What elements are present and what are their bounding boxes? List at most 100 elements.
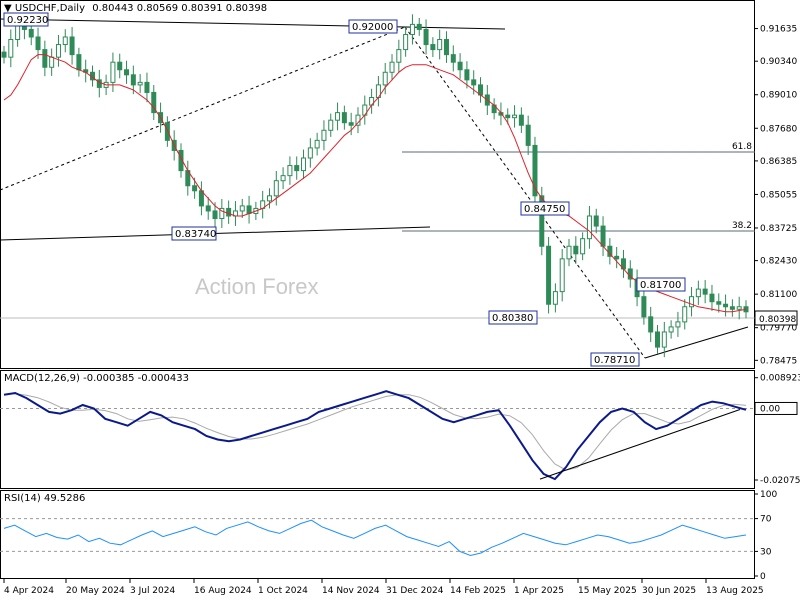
candle-body (430, 44, 436, 51)
macd-label: MACD(12,26,9) -0.000385 -0.000433 (4, 373, 189, 384)
macd-signal-line (3, 393, 747, 471)
candle-body (124, 69, 130, 76)
x-tick-label: 14 Nov 2024 (322, 586, 380, 596)
candle-body (655, 331, 661, 348)
symbol-label: USDCHF,Daily (14, 3, 85, 14)
candle-body (294, 165, 300, 172)
price-y-tick-label: 0.90340 (760, 57, 797, 67)
candle-body (539, 195, 545, 247)
candle-body (593, 215, 599, 227)
candle-body (702, 288, 708, 295)
upper-channel-line (0, 18, 506, 30)
macd-trend-line (539, 409, 741, 480)
candle-body (661, 331, 667, 348)
candle-body (76, 54, 82, 71)
candle-body (689, 296, 695, 308)
candle-body (341, 112, 347, 124)
candle-body (729, 306, 735, 310)
candle-body (348, 122, 354, 126)
candle-body (437, 39, 443, 51)
candle-body (42, 49, 48, 68)
macd-main-line (3, 390, 747, 481)
price-y-tick-label: 0.85055 (760, 190, 797, 200)
candle-body (382, 71, 388, 86)
collapse-arrow-icon[interactable]: ▼ (4, 3, 12, 14)
annotation-box (520, 201, 570, 216)
candle-body (164, 122, 170, 141)
candle-body (675, 321, 681, 328)
candle-body (192, 185, 198, 192)
x-tick-label: 4 Apr 2024 (4, 586, 54, 596)
candle-body (69, 36, 75, 56)
x-tick-label: 20 May 2024 (66, 586, 125, 596)
macd-y-tick-label: 0.008923 (760, 374, 800, 384)
candle-body (614, 255, 620, 260)
rsi-y-tick-label: 0 (760, 572, 766, 582)
annotation-label: 0.83740 (175, 229, 216, 240)
annotation-box (488, 310, 538, 325)
price-y-tick-label: 0.91635 (760, 25, 797, 35)
candle-body (648, 316, 654, 333)
candle-body (205, 205, 211, 212)
candle-body (280, 175, 286, 182)
x-tick-label: 30 Jun 2025 (642, 586, 696, 596)
candle-body (580, 238, 586, 255)
candle-body (8, 39, 14, 58)
candle-body (471, 79, 477, 86)
price-y-tick-label: 0.83725 (760, 224, 797, 234)
candle-body (586, 215, 592, 240)
candle-body (178, 149, 184, 172)
annotation-box (348, 19, 398, 34)
price-y-tick-label: 0.89010 (760, 91, 797, 101)
candle-body (695, 288, 701, 298)
price-panel (0, 0, 755, 369)
ohlc-label: 0.80443 0.80569 0.80391 0.80398 (92, 3, 268, 14)
macd-info: MACD(12,26,9) -0.000385 -0.000433 (4, 373, 189, 384)
candle-body (212, 210, 218, 220)
candle-body (110, 61, 116, 83)
symbol-info: ▼ USDCHF,Daily 0.80443 0.80569 0.80391 0… (4, 3, 267, 14)
candle-body (716, 301, 722, 305)
candle-body (566, 245, 572, 260)
candle-body (307, 147, 313, 159)
current-price-box (754, 310, 798, 326)
candle-body (457, 61, 463, 71)
axis-layer: 0.91635 0.90340 0.89010 0.87680 0.86385 0.850… (3, 25, 800, 596)
candle-body (301, 157, 307, 172)
rsi-y-tick-label: 30 (760, 547, 772, 557)
fib-level-label: 61.8 (732, 142, 752, 152)
candle-body (723, 303, 729, 308)
watermark-text: Action Forex (195, 274, 319, 299)
candle-body (219, 207, 225, 220)
x-tick-label: 3 Jul 2024 (130, 586, 175, 596)
annotation-label: 0.78710 (594, 355, 635, 366)
candle-body (512, 114, 518, 119)
candle-body (62, 36, 68, 46)
candle-body (389, 61, 395, 73)
candle-body (396, 49, 402, 63)
macd-y-tick-label: -0.020759 (760, 476, 800, 486)
candle-body (559, 258, 565, 293)
candle-body (35, 36, 41, 51)
candle-body (573, 245, 579, 255)
candle-body (403, 33, 409, 51)
price-y-tick-label: 0.81100 (760, 290, 797, 300)
annotation-label: 0.80380 (492, 313, 533, 324)
candle-body (130, 74, 136, 86)
annotation-box (171, 226, 217, 241)
candle-body (552, 291, 558, 305)
rising-support-line (644, 326, 749, 359)
candle-body (736, 306, 742, 310)
rsi-panel (0, 490, 755, 579)
price-y-tick-label: 0.78475 (760, 356, 797, 366)
current-price-label: 0.80398 (759, 315, 796, 325)
annotation-label: 0.92000 (352, 22, 393, 33)
x-tick-label: 13 Aug 2025 (706, 586, 764, 596)
candle-body (28, 28, 34, 38)
candle-body (505, 114, 511, 119)
x-tick-label: 1 Oct 2024 (258, 586, 308, 596)
candle-body (144, 81, 150, 93)
macd-value-label: 0.00 (760, 404, 780, 414)
